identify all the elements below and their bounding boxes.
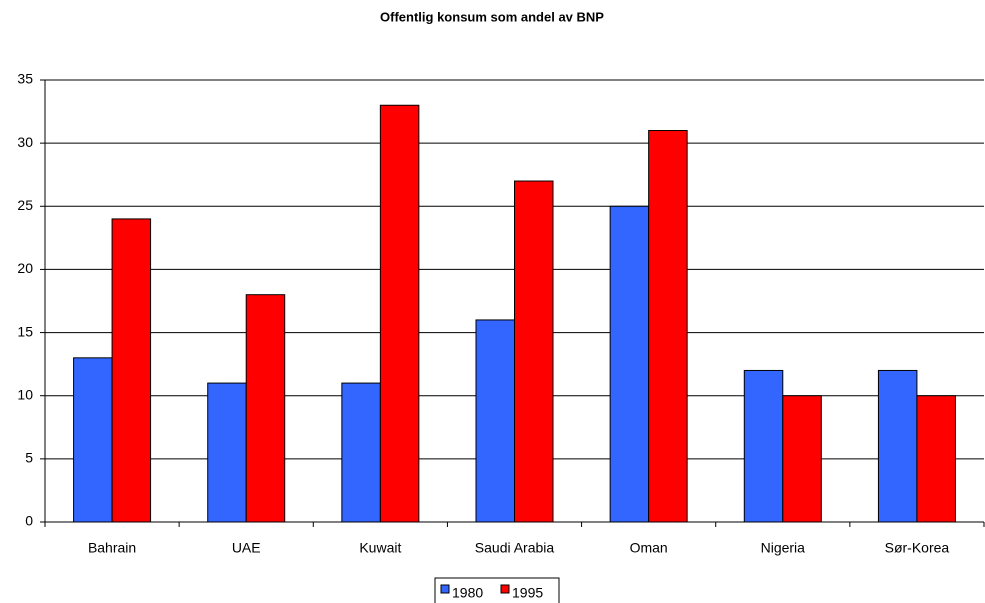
bar xyxy=(111,218,152,523)
y-tick-label: 10 xyxy=(17,386,33,402)
x-tick-label: Kuwait xyxy=(359,540,401,556)
y-tick-label: 30 xyxy=(17,134,33,150)
x-tick-label: Nigeria xyxy=(761,540,806,556)
y-tick-label: 25 xyxy=(17,197,33,213)
bar xyxy=(648,130,688,523)
y-tick-label: 15 xyxy=(17,323,33,339)
bar xyxy=(782,395,822,523)
bar xyxy=(916,395,956,523)
bar xyxy=(207,382,247,523)
bar xyxy=(475,319,515,523)
legend-swatch xyxy=(440,584,450,594)
y-tick-label: 20 xyxy=(17,260,33,276)
y-tick-label: 35 xyxy=(17,71,33,87)
x-tick-label: Bahrain xyxy=(88,540,136,556)
bar xyxy=(73,357,113,523)
x-tick-label: Sør-Korea xyxy=(885,540,950,556)
x-tick-label: UAE xyxy=(232,540,261,556)
x-tick-label: Oman xyxy=(630,540,668,556)
bar xyxy=(245,294,286,523)
legend-label: 1980 xyxy=(452,585,483,601)
bar xyxy=(743,369,784,523)
legend-label: 1995 xyxy=(512,585,543,601)
legend-box xyxy=(434,577,560,603)
y-tick-label: 5 xyxy=(25,450,33,466)
chart-title: Offentlig konsum som andel av BNP xyxy=(380,9,604,24)
y-tick-label: 0 xyxy=(25,513,33,529)
bar xyxy=(341,382,381,523)
x-tick-label: Saudi Arabia xyxy=(475,540,555,556)
bar xyxy=(514,180,554,523)
bar xyxy=(379,104,420,523)
bar xyxy=(877,369,918,523)
legend-swatch xyxy=(500,584,510,594)
bar xyxy=(609,205,650,523)
